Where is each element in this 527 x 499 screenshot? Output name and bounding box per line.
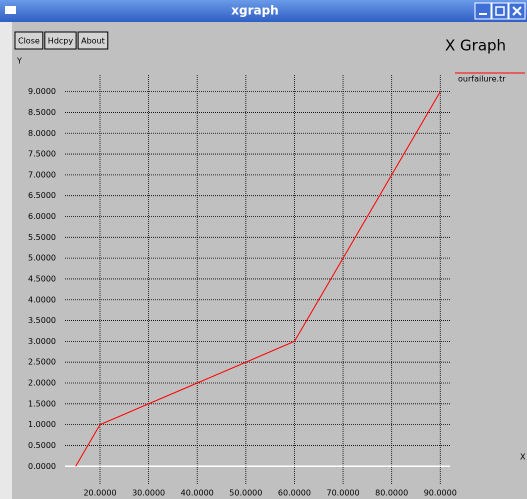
x-tick-label: 70.0000 xyxy=(327,489,360,498)
toolbar-button[interactable]: About xyxy=(77,31,109,50)
toolbar-button[interactable]: Close xyxy=(14,31,44,50)
x-tick-label: 30.0000 xyxy=(132,489,165,498)
button-frame xyxy=(44,31,77,50)
x-tick-label: 90.0000 xyxy=(424,489,457,498)
toolbar-button[interactable]: Hdcpy xyxy=(44,31,77,50)
x-tick-label: 50.0000 xyxy=(229,489,262,498)
y-tick-label: 1.5000 xyxy=(28,399,56,408)
y-tick-label: 6.0000 xyxy=(28,212,56,221)
maximize-icon xyxy=(495,6,505,16)
x-tick-label: 20.0000 xyxy=(83,489,116,498)
y-tick-label: 0.0000 xyxy=(28,462,56,471)
y-tick-label: 6.5000 xyxy=(28,191,56,200)
y-tick-label: 4.5000 xyxy=(28,274,56,283)
close-icon xyxy=(512,6,522,16)
chart-title: X Graph xyxy=(445,37,506,55)
y-tick-label: 3.5000 xyxy=(28,316,56,325)
y-tick-label: 8.0000 xyxy=(28,129,56,138)
button-label: About xyxy=(81,37,105,46)
y-tick-label: 7.5000 xyxy=(28,150,56,159)
x-tick-label: 40.0000 xyxy=(181,489,214,498)
y-tick-label: 7.0000 xyxy=(28,170,56,179)
y-tick-label: 2.0000 xyxy=(28,379,56,388)
y-tick-label: 0.5000 xyxy=(28,441,56,450)
y-tick-label: 4.0000 xyxy=(28,295,56,304)
button-frame xyxy=(14,31,44,50)
button-label: Close xyxy=(18,37,40,46)
y-tick-label: 5.5000 xyxy=(28,233,56,242)
button-frame xyxy=(77,31,109,50)
maximize-button[interactable] xyxy=(491,2,509,20)
y-tick-label: 8.5000 xyxy=(28,108,56,117)
y-tick-label: 3.0000 xyxy=(28,337,56,346)
minimize-button[interactable] xyxy=(474,2,492,20)
window-menu-icon[interactable] xyxy=(5,6,16,14)
y-tick-label: 9.0000 xyxy=(28,87,56,96)
y-axis-label: Y xyxy=(16,57,22,66)
y-tick-label: 1.0000 xyxy=(28,420,56,429)
data-line xyxy=(75,91,441,467)
x-tick-label: 60.0000 xyxy=(278,489,311,498)
legend-label: ourfailure.tr xyxy=(458,75,506,84)
x-axis-label: X xyxy=(520,453,526,462)
background-window xyxy=(0,22,12,499)
button-label: Hdcpy xyxy=(48,37,74,46)
title-bar xyxy=(0,0,527,22)
y-tick-label: 2.5000 xyxy=(28,358,56,367)
x-tick-label: 80.0000 xyxy=(375,489,408,498)
window-title: xgraph xyxy=(231,4,278,18)
y-tick-label: 5.0000 xyxy=(28,254,56,263)
button-bar: Close Hdcpy About xyxy=(14,31,109,50)
